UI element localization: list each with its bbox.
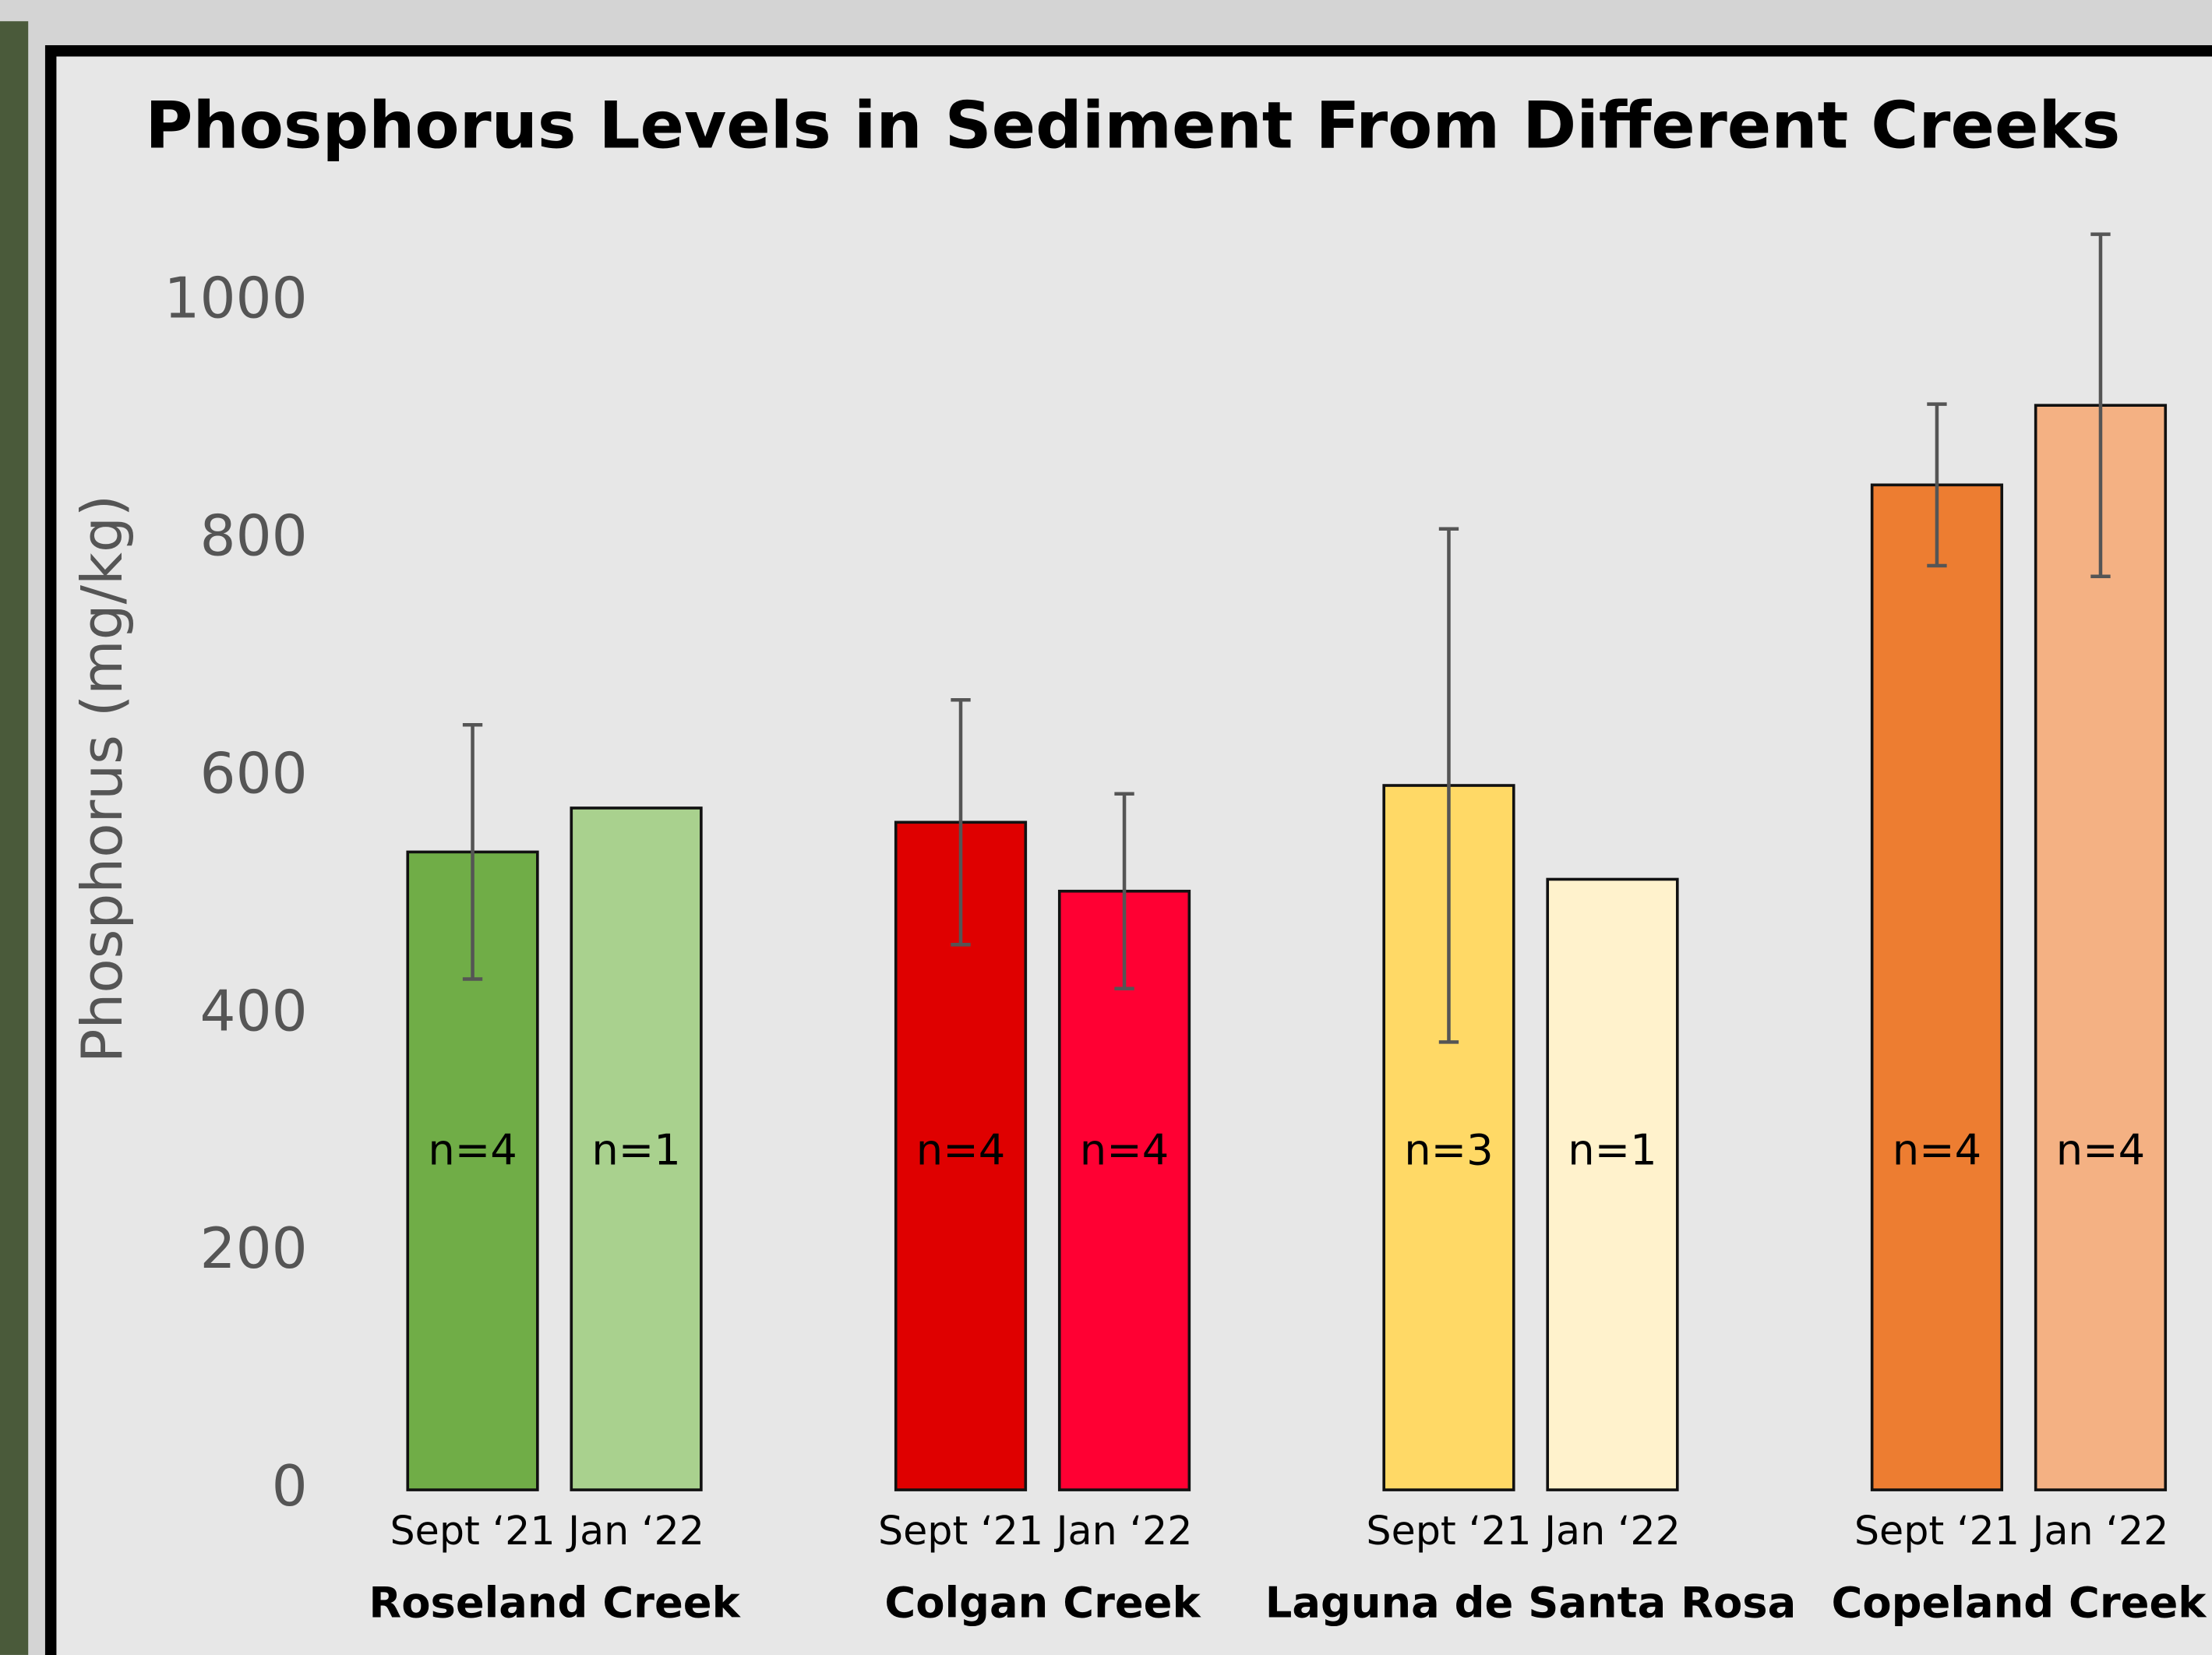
bar-label: n=4: [428, 1125, 517, 1174]
bar-label: n=4: [1893, 1125, 1981, 1174]
x-tick-label: Jan ‘22: [1054, 1508, 1193, 1554]
bar-label: n=1: [1568, 1125, 1656, 1174]
x-tick-label: Sept ‘21: [878, 1508, 1043, 1554]
y-tick-label: 800: [200, 503, 308, 569]
group-label: Colgan Creek: [884, 1579, 1201, 1628]
chart-title: Phosphorus Levels in Sediment From Diffe…: [145, 88, 2120, 164]
y-axis-label: Phosphorus (mg/kg): [70, 495, 136, 1063]
bar-label: n=3: [1404, 1125, 1493, 1174]
x-tick-label: Sept ‘21: [390, 1508, 555, 1554]
x-tick-label: Sept ‘21: [1854, 1508, 2020, 1554]
group-label: Copeland Creek: [1831, 1579, 2207, 1628]
x-tick-label: Sept ‘21: [1366, 1508, 1531, 1554]
bar: [1872, 485, 2002, 1490]
group-label: Roseland Creek: [369, 1579, 741, 1628]
y-tick-label: 600: [200, 741, 308, 806]
bar: [1547, 879, 1678, 1490]
y-tick-label: 400: [200, 979, 308, 1044]
y-tick-label: 1000: [164, 266, 307, 332]
chart: Phosphorus Levels in Sediment From Diffe…: [0, 0, 2212, 1655]
y-tick-label: 200: [200, 1216, 308, 1282]
bar-label: n=4: [916, 1125, 1005, 1174]
group-label: Laguna de Santa Rosa: [1265, 1579, 1797, 1628]
side-strip: [0, 21, 28, 1655]
y-tick-label: 0: [272, 1454, 308, 1519]
bar-label: n=4: [1080, 1125, 1169, 1174]
bar-label: n=4: [2056, 1125, 2145, 1174]
page: {"chart_data": {"type": "bar", "title": …: [0, 0, 2212, 1655]
x-tick-label: Jan ‘22: [566, 1508, 704, 1554]
x-tick-label: Jan ‘22: [2030, 1508, 2169, 1554]
bar-label: n=1: [591, 1125, 680, 1174]
x-tick-label: Jan ‘22: [1542, 1508, 1681, 1554]
